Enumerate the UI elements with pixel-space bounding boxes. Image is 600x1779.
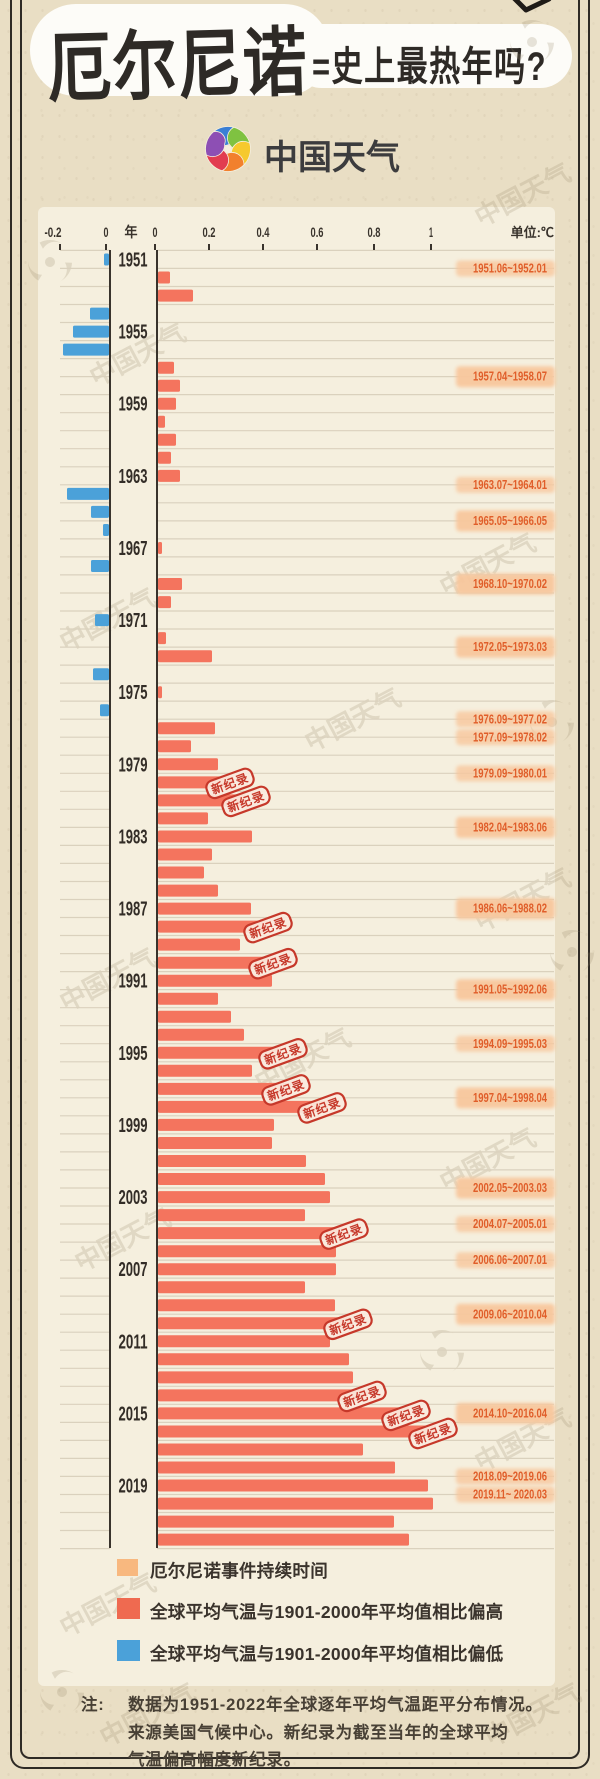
- svg-text:1: 1: [429, 224, 433, 240]
- svg-text:1967: 1967: [119, 538, 148, 560]
- svg-text:1977.09~1978.02: 1977.09~1978.02: [473, 730, 547, 744]
- svg-text:1972.05~1973.03: 1972.05~1973.03: [473, 640, 547, 654]
- svg-text:2004.07~2005.01: 2004.07~2005.01: [473, 1217, 547, 1231]
- svg-text:1963.07~1964.01: 1963.07~1964.01: [473, 478, 547, 492]
- svg-text:1951.06~1952.01: 1951.06~1952.01: [473, 262, 547, 276]
- svg-text:年: 年: [125, 224, 138, 240]
- svg-text:2019: 2019: [119, 1476, 148, 1498]
- svg-text:1994.09~1995.03: 1994.09~1995.03: [473, 1037, 547, 1051]
- svg-text:单位:℃: 单位:℃: [511, 225, 554, 240]
- svg-text:2002.05~2003.03: 2002.05~2003.03: [473, 1181, 547, 1195]
- svg-text:1982.04~1983.06: 1982.04~1983.06: [473, 820, 547, 834]
- svg-text:1951: 1951: [119, 250, 148, 272]
- svg-text:1976.09~1977.02: 1976.09~1977.02: [473, 712, 547, 726]
- svg-text:1975: 1975: [119, 682, 148, 704]
- svg-text:1991: 1991: [119, 971, 148, 993]
- svg-text:0.8: 0.8: [368, 224, 381, 240]
- svg-text:1979.09~1980.01: 1979.09~1980.01: [473, 766, 547, 780]
- svg-text:2009.06~2010.04: 2009.06~2010.04: [473, 1307, 547, 1321]
- svg-text:1997.04~1998.04: 1997.04~1998.04: [473, 1091, 547, 1105]
- svg-text:2014.10~2016.04: 2014.10~2016.04: [473, 1406, 547, 1420]
- svg-text:1979: 1979: [119, 754, 148, 776]
- svg-text:1987: 1987: [119, 899, 148, 921]
- svg-text:1971: 1971: [119, 610, 148, 632]
- svg-text:1968.10~1970.02: 1968.10~1970.02: [473, 577, 547, 591]
- svg-text:1983: 1983: [119, 827, 148, 849]
- svg-text:0: 0: [104, 224, 109, 240]
- svg-text:1955: 1955: [119, 322, 148, 344]
- svg-text:2018.09~2019.06: 2018.09~2019.06: [473, 1470, 547, 1484]
- svg-text:0: 0: [153, 224, 158, 240]
- svg-text:1965.05~1966.05: 1965.05~1966.05: [473, 514, 547, 528]
- svg-text:0.6: 0.6: [311, 224, 324, 240]
- svg-text:1963: 1963: [119, 466, 148, 488]
- svg-text:1995: 1995: [119, 1043, 148, 1065]
- svg-text:0.2: 0.2: [203, 224, 216, 240]
- svg-text:1991.05~1992.06: 1991.05~1992.06: [473, 983, 547, 997]
- svg-text:1957.04~1958.07: 1957.04~1958.07: [473, 370, 547, 384]
- svg-text:1986.06~1988.02: 1986.06~1988.02: [473, 902, 547, 916]
- svg-text:2007: 2007: [119, 1259, 148, 1281]
- svg-text:0.4: 0.4: [257, 224, 270, 240]
- svg-text:2006.06~2007.01: 2006.06~2007.01: [473, 1253, 547, 1267]
- svg-text:2015: 2015: [119, 1403, 148, 1425]
- svg-text:2003: 2003: [119, 1187, 148, 1209]
- svg-text:-0.2: -0.2: [45, 224, 62, 240]
- svg-text:2019.11~ 2020.03: 2019.11~ 2020.03: [473, 1488, 547, 1502]
- svg-text:1999: 1999: [119, 1115, 148, 1137]
- svg-text:2011: 2011: [119, 1331, 148, 1353]
- svg-text:1959: 1959: [119, 394, 148, 416]
